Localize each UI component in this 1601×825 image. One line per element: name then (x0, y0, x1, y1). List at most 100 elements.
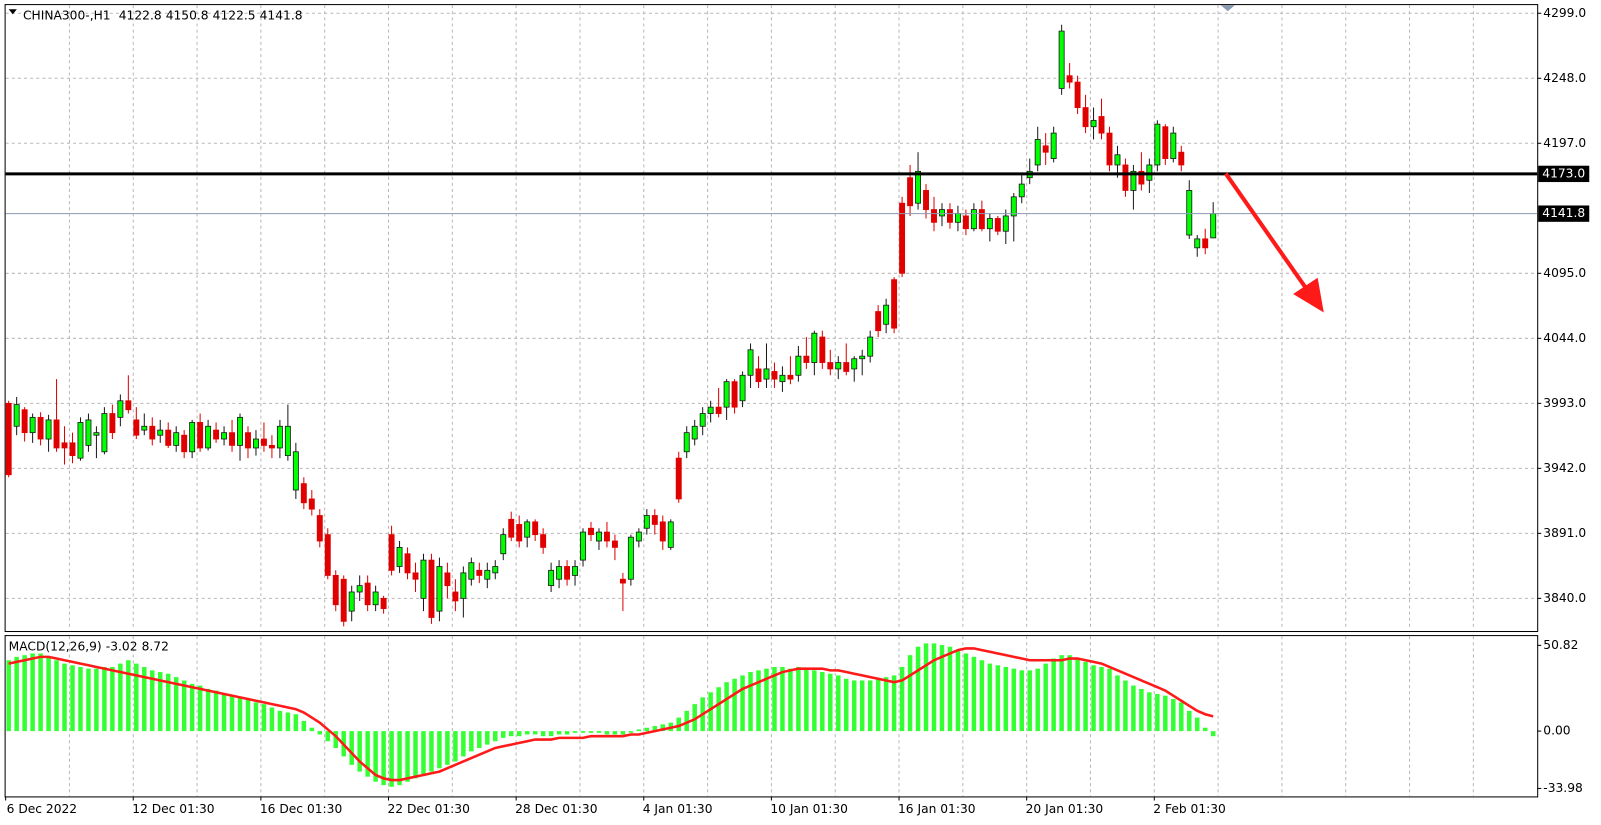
header-triangle (8, 9, 17, 15)
macd-bar (676, 717, 681, 732)
candle-body (1050, 132, 1057, 159)
candle-body (588, 527, 594, 536)
candle-body (388, 534, 395, 571)
y-tick-label: 4299.0 (1543, 6, 1586, 20)
candle-body (1122, 164, 1129, 191)
macd-bar (1202, 727, 1208, 732)
macd-bar (38, 653, 43, 732)
macd-bar (556, 731, 562, 735)
candle-body (13, 404, 20, 427)
macd-signal-last: 8.72 (142, 639, 169, 653)
candle-body (300, 483, 307, 504)
candle-body (1194, 238, 1201, 249)
macd-bar (1171, 699, 1176, 732)
macd-bar (851, 680, 857, 732)
macd-bar (963, 653, 969, 732)
candle-body (643, 515, 650, 529)
candle-body (268, 444, 275, 449)
macd-bar (197, 685, 203, 732)
candle-body (907, 177, 914, 207)
candle-body (245, 432, 251, 449)
macd-histogram-last: -3.02 (106, 639, 138, 653)
candle-body (763, 368, 770, 380)
candle-body (452, 591, 459, 602)
header: CHINA300-,H1 4122.8 4150.8 4122.5 4141.8 (23, 8, 303, 22)
macd-signal-line (8, 647, 1214, 782)
candle-body (843, 362, 850, 372)
candle-body (101, 413, 108, 453)
candle-body (572, 566, 579, 576)
candle-body (691, 425, 698, 440)
macd-bar (1107, 668, 1112, 732)
candle-body (580, 531, 586, 561)
header-open: 4122.8 (119, 8, 162, 22)
candle-body (962, 215, 969, 230)
macd-bar (461, 731, 466, 757)
macd-bar (620, 731, 626, 735)
candle-body (284, 425, 291, 457)
macd-bar (660, 724, 666, 732)
macd-bar (150, 670, 155, 732)
macd-bar (508, 731, 514, 737)
x-tick-label: 2 Feb 01:30 (1153, 802, 1226, 816)
candle-body (492, 566, 499, 574)
macd-bar (532, 731, 538, 735)
macd-bar (828, 673, 833, 732)
macd-y-tick-label: 50.82 (1543, 638, 1578, 652)
candle-body (1034, 139, 1041, 166)
candle-body (221, 432, 228, 440)
macd-bar (987, 663, 993, 732)
macd-bar (867, 680, 873, 732)
macd-bar (86, 668, 91, 732)
macd-bar (844, 678, 849, 732)
macd-bar (285, 712, 291, 732)
macd-bar (644, 727, 650, 732)
macd-bar (389, 731, 394, 787)
macd-bar (30, 653, 35, 732)
candle-body (109, 413, 116, 434)
candle-body (683, 432, 690, 453)
y-tick-label: 4248.0 (1543, 71, 1586, 85)
macd-bar (118, 663, 123, 732)
macd-bar (708, 692, 713, 732)
macd-bar (317, 731, 323, 735)
header-close: 4141.8 (260, 8, 303, 22)
candle-body (1002, 215, 1009, 232)
candle-body (1010, 196, 1017, 217)
candle-body (476, 569, 483, 576)
candle-body (803, 355, 810, 363)
candle-body (715, 406, 722, 414)
x-tick-label: 4 Jan 01:30 (643, 802, 713, 816)
macd-bar (221, 693, 227, 732)
candle-body (747, 349, 754, 376)
macd-bar (1011, 668, 1017, 732)
candle-body (867, 336, 874, 357)
macd-bar (445, 731, 450, 765)
macd-bar (6, 660, 11, 732)
candle-body (675, 457, 682, 500)
macd-bar (612, 731, 618, 735)
symbol: CHINA300-,H1 (23, 8, 111, 22)
macd-bar (636, 729, 642, 732)
macd-bar (1035, 668, 1040, 732)
macd-bar (309, 727, 315, 732)
macd-bar (134, 663, 139, 732)
macd-bar (524, 731, 530, 735)
arrow-shaft (1224, 172, 1314, 298)
macd-bar (397, 731, 402, 786)
candle-body (77, 422, 84, 459)
candle-body (332, 575, 339, 606)
macd-bar (604, 731, 610, 735)
candle-body (883, 304, 890, 325)
candle-body (404, 553, 411, 574)
macd-bar (907, 655, 913, 732)
candle-body (45, 419, 52, 440)
candle-body (372, 591, 379, 606)
macd-bar (293, 714, 299, 732)
candle-body (771, 371, 778, 380)
candle-body (380, 597, 387, 609)
chart-shift-marker (1220, 5, 1235, 12)
candle-body (667, 521, 674, 548)
candle-body (141, 425, 148, 431)
